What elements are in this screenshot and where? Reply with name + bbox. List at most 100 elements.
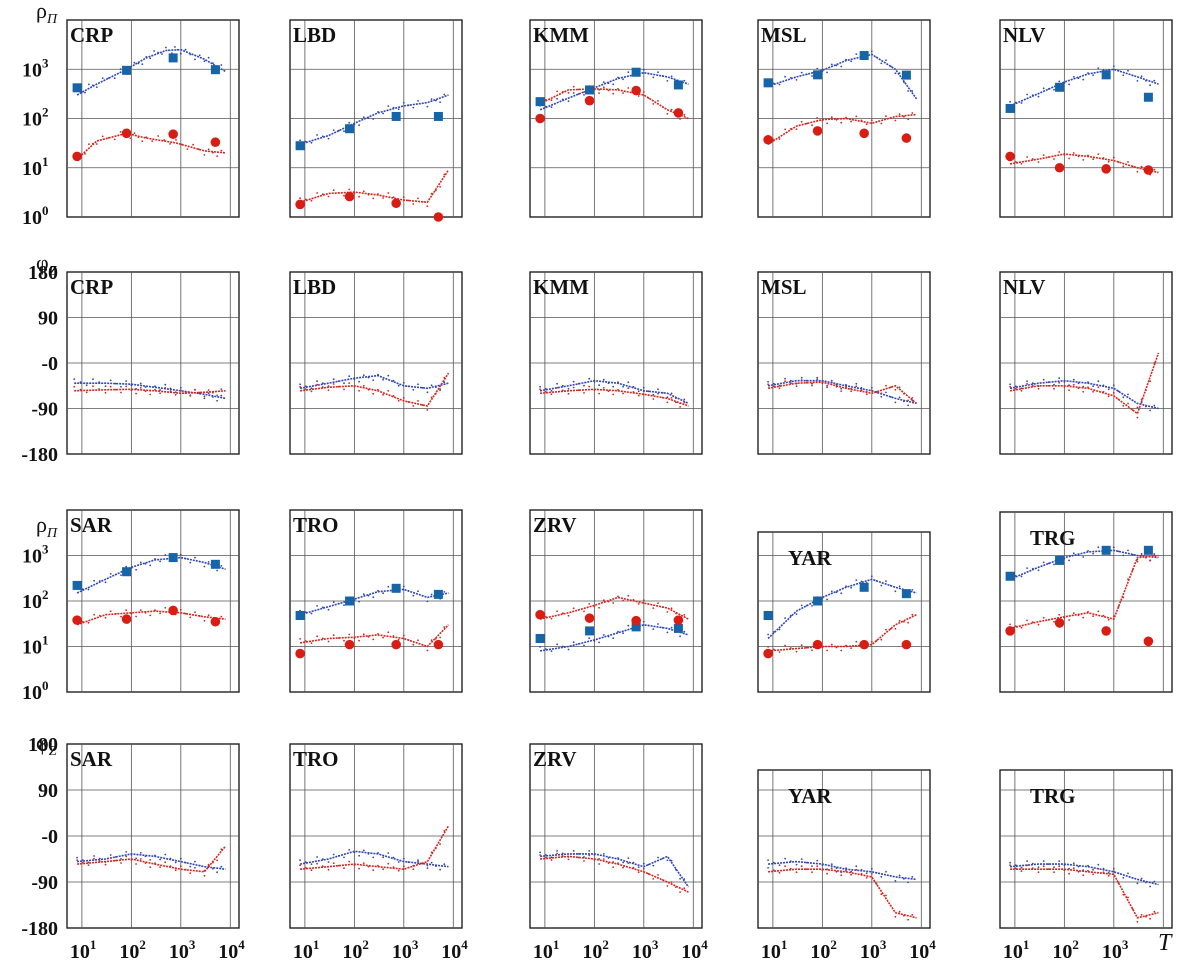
red-curve-dot [1072, 152, 1075, 154]
red-curve-dot [372, 197, 375, 200]
red-curve-dot [598, 392, 600, 395]
red-curve-dot [402, 634, 405, 637]
blue-curve-dot [622, 78, 624, 81]
red-curve-dot [826, 122, 828, 125]
red-curve-dot [304, 640, 307, 642]
red-curve-dot [661, 606, 664, 608]
blue-curve-dot [666, 631, 669, 634]
blue-curve-dot [1127, 69, 1129, 72]
blue-curve-dot [556, 850, 558, 852]
blue-curve-dot [1117, 550, 1120, 553]
red-curve-dot [1149, 559, 1151, 562]
tick-base: 10 [342, 941, 362, 963]
red-curve-dot [1047, 384, 1050, 387]
blue-curve-dot [1122, 554, 1125, 557]
y-tick-label: -0 [41, 353, 58, 375]
blue-curve-dot [1117, 872, 1120, 875]
red-curve-dot [811, 124, 813, 127]
blue-square-marker [1005, 103, 1015, 113]
red-curve-dot [622, 866, 624, 869]
quantity-subscript: Z [49, 264, 57, 279]
blue-curve-dot [894, 72, 897, 75]
blue-square-marker [345, 596, 355, 606]
red-curve-dot [666, 401, 669, 404]
blue-curve-dot [1145, 405, 1147, 408]
red-curve-dot [198, 615, 201, 617]
station-label: TRO [293, 513, 339, 537]
red-curve-dot [795, 128, 798, 131]
red-curve-dot [194, 611, 196, 614]
red-curve-dot [79, 388, 82, 391]
blue-curve-dot [198, 54, 201, 57]
red-curve-dot [880, 122, 883, 125]
red-curve-dot [113, 138, 116, 141]
blue-curve-dot [402, 857, 405, 860]
panel-zrv-phi: ZRV [529, 743, 703, 929]
red-curve-dot [316, 383, 318, 386]
blue-curve-dot [392, 856, 395, 859]
blue-curve-dot [194, 860, 196, 863]
blue-square-marker [1005, 571, 1015, 581]
blue-curve-dot [870, 386, 873, 389]
red-curve-dot [657, 392, 659, 395]
red-curve-dot [321, 865, 324, 868]
red-curve-dot [1053, 871, 1055, 874]
blue-curve-dot [125, 565, 128, 568]
tick-base: 10 [441, 941, 461, 963]
red-curve-dot [91, 142, 94, 145]
red-curve-dot [417, 639, 419, 642]
blue-square-marker [535, 97, 545, 107]
red-curve-dot [435, 847, 437, 850]
blue-curve [539, 379, 689, 405]
blue-curve [539, 623, 689, 652]
panel-frame [999, 769, 1173, 929]
red-curve-dot [443, 626, 446, 628]
red-curve-dot [907, 918, 909, 921]
red-curve-dot [169, 143, 172, 145]
blue-curve-dot [683, 398, 686, 401]
red-curve-dot [76, 859, 78, 861]
blue-curve [299, 850, 449, 868]
blue-curve-dot [1107, 388, 1110, 391]
blue-curve-dot [1149, 84, 1151, 87]
blue-curve-dot [421, 386, 424, 389]
y-tick-label: 102 [22, 105, 49, 131]
blue-curve-dot [617, 857, 619, 859]
blue-curve-dot [572, 641, 575, 644]
y-tick-labels: 10310210110018090-0-90-18010310210110018… [21, 55, 58, 940]
red-curve-dot [577, 856, 580, 859]
red-curve-dot [617, 595, 619, 598]
tick-base: 10 [761, 941, 781, 963]
blue-curve-dot [784, 377, 786, 380]
red-curve-dot [1058, 381, 1061, 384]
blue-curve-dot [907, 404, 909, 407]
blue-curve-dot [1127, 393, 1129, 396]
y-tick-label: 90 [38, 308, 58, 330]
red-curve-dot [1097, 386, 1100, 389]
red-curve-dot [1072, 612, 1075, 615]
red-curve-dot [1131, 165, 1134, 168]
red-curve-dot [679, 891, 681, 893]
red-curve-dot [567, 858, 570, 861]
blue-curve-dot [1102, 384, 1105, 387]
blue-curve-dot [588, 377, 591, 380]
station-label: NLV [1003, 23, 1045, 47]
red-curve-dot [642, 390, 645, 393]
red-curve-dot [1037, 387, 1040, 390]
red-curve [300, 372, 450, 407]
red-curve-dot [362, 190, 365, 193]
tick-base: 10 [533, 941, 553, 963]
blue-square-marker [859, 51, 869, 61]
blue-curve-dot [894, 880, 897, 882]
blue-curve-dot [670, 75, 673, 78]
red-curve [540, 388, 689, 407]
red-circle-marker [72, 615, 82, 625]
red-curve-dot [435, 189, 437, 192]
blue-curve-dot [1131, 74, 1134, 77]
red-curve-dot [772, 138, 775, 141]
red-curve-dot [1042, 865, 1045, 868]
red-curve-dot [358, 389, 360, 392]
red-curve-dot [666, 112, 669, 115]
blue-curve-dot [412, 594, 415, 597]
station-label: KMM [533, 275, 589, 299]
